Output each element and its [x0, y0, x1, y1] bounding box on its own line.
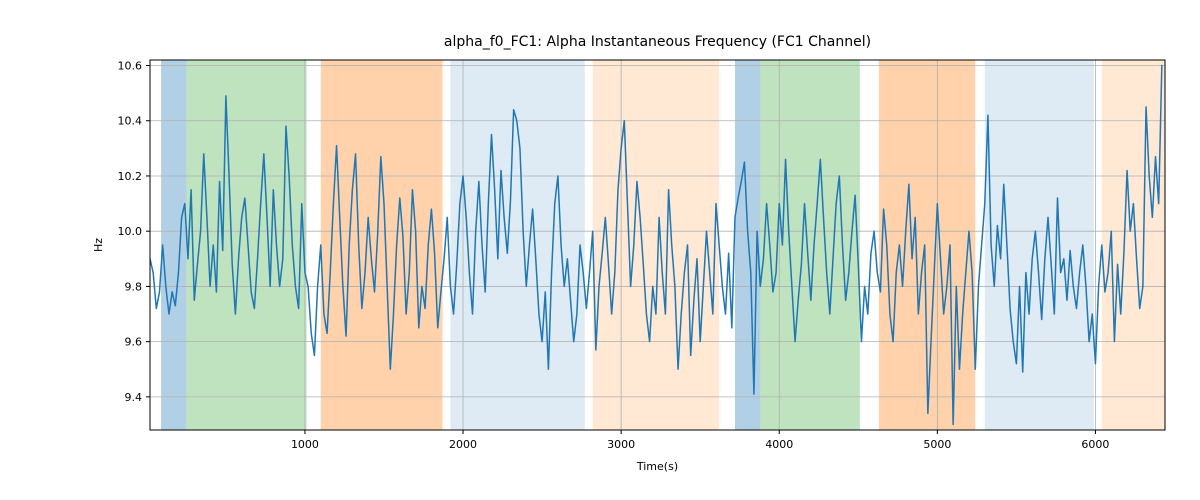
shaded-band	[450, 60, 584, 430]
y-tick-label: 9.4	[125, 391, 143, 404]
y-tick-label: 10.0	[118, 225, 143, 238]
shaded-band	[161, 60, 186, 430]
x-tick-label: 5000	[923, 438, 951, 451]
y-tick-label: 10.4	[118, 115, 143, 128]
x-tick-label: 6000	[1081, 438, 1109, 451]
x-tick-label: 3000	[607, 438, 635, 451]
y-tick-label: 9.6	[125, 336, 143, 349]
y-tick-label: 9.8	[125, 280, 143, 293]
y-tick-label: 10.2	[118, 170, 143, 183]
line-chart: 1000 2000 3000 4000 5000 6000 9.4 9.6 9.8 10.0 10.…	[0, 0, 1200, 500]
x-tick-label: 2000	[449, 438, 477, 451]
y-tick-label: 10.6	[118, 60, 143, 73]
shaded-band	[760, 60, 860, 430]
shaded-band	[593, 60, 719, 430]
shaded-band	[186, 60, 306, 430]
plot-area	[150, 60, 1165, 430]
x-tick-label: 4000	[765, 438, 793, 451]
shaded-band	[321, 60, 443, 430]
chart-container: 1000 2000 3000 4000 5000 6000 9.4 9.6 9.8 10.0 10.…	[0, 0, 1200, 500]
x-axis-label: Time(s)	[636, 460, 678, 473]
y-axis-label: Hz	[92, 238, 105, 252]
chart-title: alpha_f0_FC1: Alpha Instantaneous Freque…	[444, 34, 871, 50]
x-tick-label: 1000	[291, 438, 319, 451]
